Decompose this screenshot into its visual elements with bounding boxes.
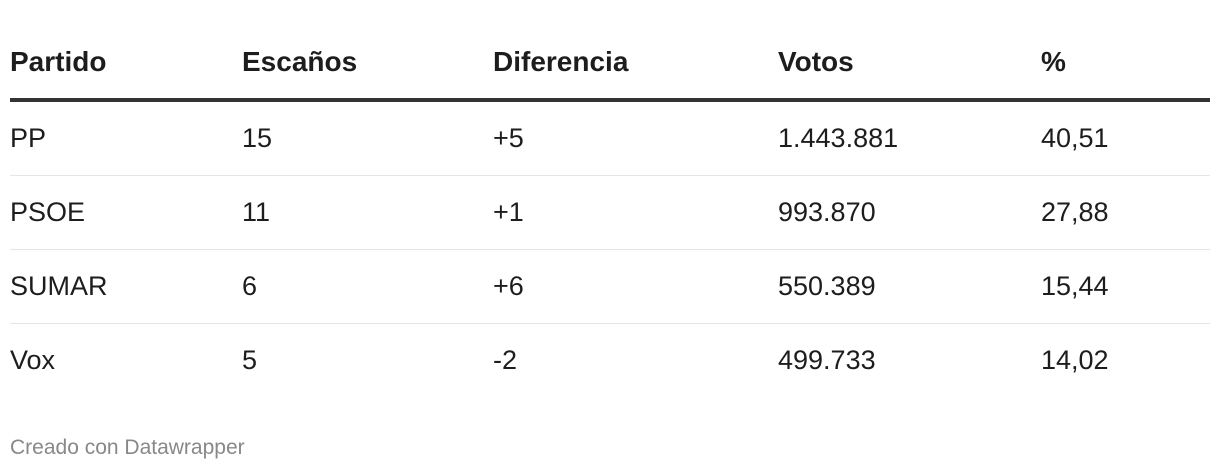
table-cell: SUMAR bbox=[10, 249, 242, 324]
header-cell: Escaños bbox=[242, 26, 493, 102]
table-cell: 993.870 bbox=[778, 175, 1041, 250]
table-cell: 5 bbox=[242, 345, 258, 375]
table-row: SUMAR 6 +6 550.389 15,44 bbox=[10, 249, 1210, 324]
table-cell: 499.733 bbox=[778, 345, 876, 375]
table-cell: +1 bbox=[493, 175, 778, 250]
table-body: PP 15 +5 1.443.881 40,51 PSOE 11 +1 993.870 27,88… bbox=[10, 100, 1210, 397]
header-row: Partido Escaños Diferencia Votos% bbox=[10, 26, 1210, 102]
table-row: PSOE 11 +1 993.870 27,88 bbox=[10, 175, 1210, 250]
table-row: Vox 5 -2 499.733 14,02 bbox=[10, 324, 1210, 398]
table-cell: +5 bbox=[493, 100, 778, 176]
table-cell: PP bbox=[10, 100, 242, 176]
table-row: PP 15 +5 1.443.881 40,51 bbox=[10, 100, 1210, 176]
header-cell: Votos bbox=[778, 26, 1041, 102]
table-cell: 15,44 bbox=[1041, 249, 1210, 324]
table-cell: 40,51 bbox=[1041, 100, 1210, 176]
table-cell: -2 bbox=[493, 345, 518, 375]
header-cell: % bbox=[1041, 26, 1210, 102]
table-cell: +6 bbox=[493, 249, 778, 324]
table-cell: Vox bbox=[10, 345, 56, 375]
table-cell: 14,02 bbox=[1041, 345, 1109, 375]
table-cell: 6 bbox=[242, 249, 493, 324]
table-cell: 1.443.881 bbox=[778, 100, 1041, 176]
footer: Creado con Datawrapper bbox=[10, 436, 245, 459]
table-cell: 15 bbox=[242, 100, 493, 176]
table-cell: 550.389 bbox=[778, 249, 1041, 324]
results-table: Partido Escaños Diferencia Votos% PP 15 +5 1.4… bbox=[10, 26, 1210, 397]
header-cell: Diferencia bbox=[493, 26, 778, 102]
table-cell: PSOE bbox=[10, 175, 242, 250]
header-cell: Partido bbox=[10, 26, 242, 102]
table-cell: 27,88 bbox=[1041, 175, 1210, 250]
table-cell: 11 bbox=[242, 175, 493, 250]
